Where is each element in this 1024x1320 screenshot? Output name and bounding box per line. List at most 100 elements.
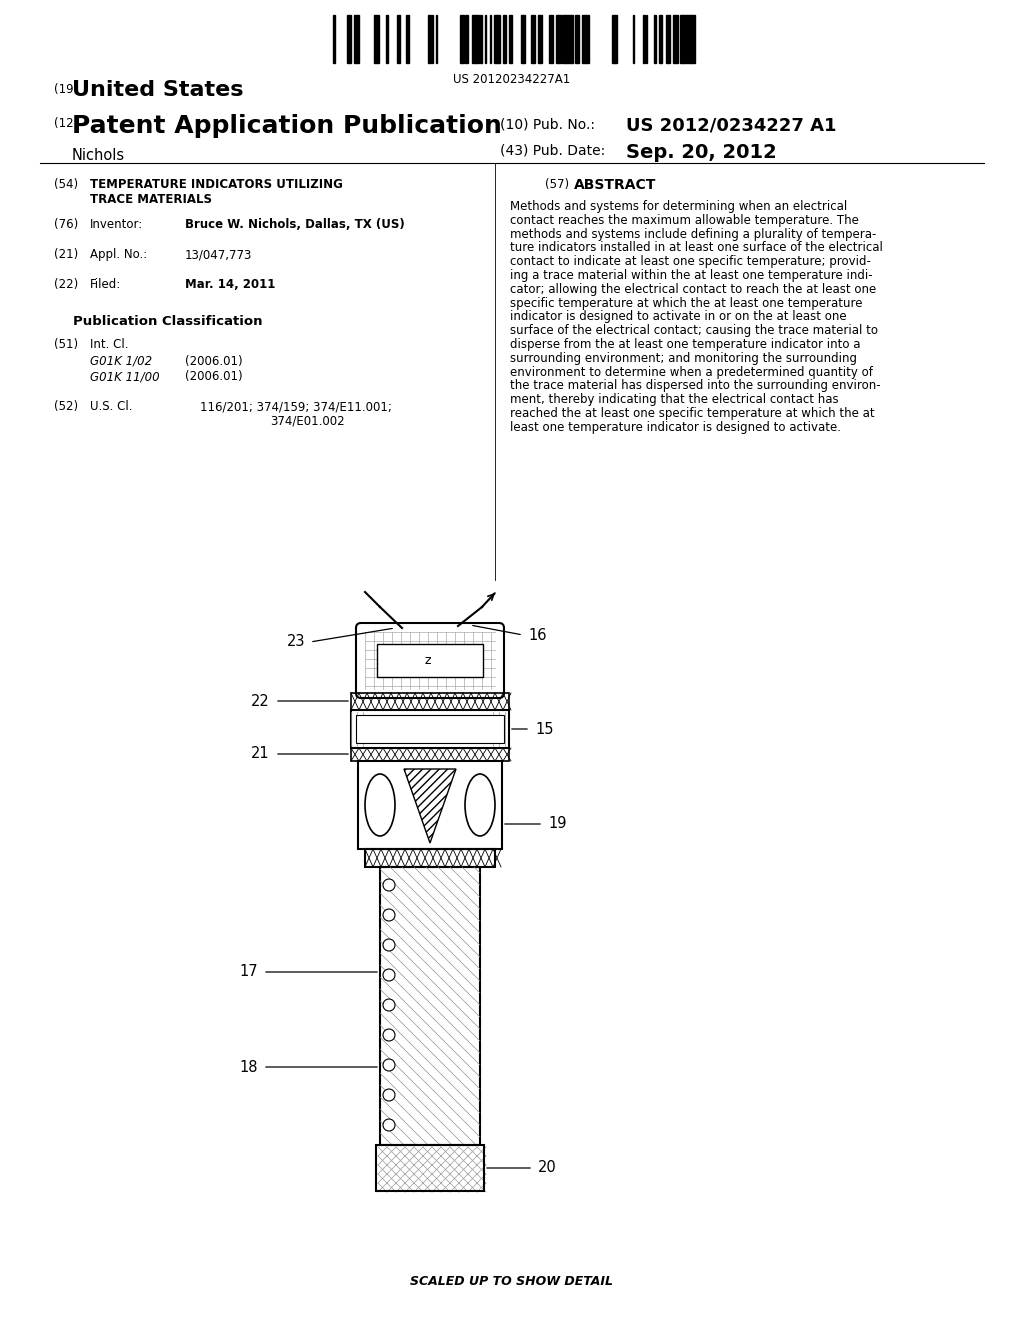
Bar [654, 15, 656, 63]
Text: (22): (22) [54, 279, 78, 290]
Text: U.S. Cl.: U.S. Cl. [90, 400, 132, 413]
Bar [375, 15, 379, 63]
Bar [521, 15, 523, 63]
Bar [582, 15, 584, 63]
Circle shape [383, 1119, 395, 1131]
Bar [377, 644, 483, 677]
Text: (2006.01): (2006.01) [185, 355, 243, 368]
Bar [406, 15, 409, 63]
Text: (21): (21) [54, 248, 78, 261]
Bar [523, 15, 525, 63]
Bar [567, 15, 571, 63]
Text: G01K 1/02: G01K 1/02 [90, 355, 153, 368]
Text: (43) Pub. Date:: (43) Pub. Date: [500, 143, 605, 157]
Bar [549, 15, 553, 63]
Bar [380, 867, 480, 1144]
Text: (19): (19) [54, 83, 78, 96]
Bar [351, 748, 509, 762]
Bar [692, 15, 694, 63]
Bar [376, 1144, 484, 1191]
Text: Int. Cl.: Int. Cl. [90, 338, 128, 351]
Bar [365, 849, 495, 867]
Bar [497, 15, 499, 63]
Bar [586, 15, 589, 63]
Text: ing a trace material within the at least one temperature indi-: ing a trace material within the at least… [510, 269, 872, 282]
Bar [351, 710, 509, 748]
Text: methods and systems include defining a plurality of tempera-: methods and systems include defining a p… [510, 227, 877, 240]
Text: TEMPERATURE INDICATORS UTILIZING: TEMPERATURE INDICATORS UTILIZING [90, 178, 343, 191]
Bar [397, 15, 400, 63]
Bar [538, 15, 542, 63]
Text: contact to indicate at least one specific temperature; provid-: contact to indicate at least one specifi… [510, 255, 870, 268]
Text: 23: 23 [287, 635, 305, 649]
Text: ABSTRACT: ABSTRACT [573, 178, 656, 191]
Bar [494, 15, 496, 63]
Bar [558, 15, 561, 63]
Bar [465, 15, 468, 63]
Text: Filed:: Filed: [90, 279, 121, 290]
Bar [575, 15, 578, 63]
Text: 22: 22 [251, 693, 270, 709]
Circle shape [383, 939, 395, 950]
Text: reached the at least one specific temperature at which the at: reached the at least one specific temper… [510, 407, 874, 420]
Text: Methods and systems for determining when an electrical: Methods and systems for determining when… [510, 201, 847, 213]
Text: specific temperature at which the at least one temperature: specific temperature at which the at lea… [510, 297, 862, 310]
Bar [356, 15, 359, 63]
Bar [347, 15, 351, 63]
Circle shape [383, 1030, 395, 1041]
Text: US 2012/0234227 A1: US 2012/0234227 A1 [626, 117, 837, 135]
Bar [460, 15, 464, 63]
Ellipse shape [465, 774, 495, 836]
Bar [351, 693, 509, 710]
Text: United States: United States [72, 81, 244, 100]
Circle shape [383, 1059, 395, 1071]
Bar [358, 762, 502, 849]
Text: 21: 21 [251, 747, 270, 762]
Circle shape [383, 879, 395, 891]
Text: (2006.01): (2006.01) [185, 370, 243, 383]
Text: z: z [425, 653, 431, 667]
Text: environment to determine when a predetermined quantity of: environment to determine when a predeter… [510, 366, 872, 379]
Text: Publication Classification: Publication Classification [74, 315, 263, 327]
Polygon shape [404, 770, 456, 843]
Text: (51): (51) [54, 338, 78, 351]
Bar [472, 15, 476, 63]
Text: 16: 16 [528, 627, 547, 643]
Text: cator; allowing the electrical contact to reach the at least one: cator; allowing the electrical contact t… [510, 282, 877, 296]
Bar [615, 15, 617, 63]
Bar [503, 15, 506, 63]
Bar [666, 15, 670, 63]
Text: disperse from the at least one temperature indicator into a: disperse from the at least one temperatu… [510, 338, 860, 351]
Text: Mar. 14, 2011: Mar. 14, 2011 [185, 279, 275, 290]
Bar [509, 15, 511, 63]
Text: Patent Application Publication: Patent Application Publication [72, 114, 502, 139]
Bar [683, 15, 686, 63]
Text: G01K 11/00: G01K 11/00 [90, 370, 160, 383]
Text: (52): (52) [54, 400, 78, 413]
Bar [674, 15, 678, 63]
Bar [584, 15, 586, 63]
Text: TRACE MATERIALS: TRACE MATERIALS [90, 193, 212, 206]
Text: (12): (12) [54, 117, 78, 129]
Text: contact reaches the maximum allowable temperature. The: contact reaches the maximum allowable te… [510, 214, 859, 227]
Bar [686, 15, 690, 63]
Text: Bruce W. Nichols, Dallas, TX (US): Bruce W. Nichols, Dallas, TX (US) [185, 218, 404, 231]
Text: (54): (54) [54, 178, 78, 191]
Circle shape [383, 909, 395, 921]
Text: surface of the electrical contact; causing the trace material to: surface of the electrical contact; causi… [510, 325, 878, 337]
Bar [354, 15, 356, 63]
Text: 374/E01.002: 374/E01.002 [270, 414, 345, 426]
Bar [428, 15, 431, 63]
Text: Nichols: Nichols [72, 148, 125, 162]
Circle shape [383, 1089, 395, 1101]
Text: (76): (76) [54, 218, 78, 231]
Bar [562, 15, 565, 63]
Circle shape [383, 999, 395, 1011]
Text: indicator is designed to activate in or on the at least one: indicator is designed to activate in or … [510, 310, 847, 323]
Bar [571, 15, 573, 63]
Circle shape [383, 969, 395, 981]
Text: least one temperature indicator is designed to activate.: least one temperature indicator is desig… [510, 421, 841, 434]
Text: Sep. 20, 2012: Sep. 20, 2012 [626, 143, 777, 162]
Text: 17: 17 [240, 965, 258, 979]
Text: surrounding environment; and monitoring the surrounding: surrounding environment; and monitoring … [510, 352, 857, 364]
